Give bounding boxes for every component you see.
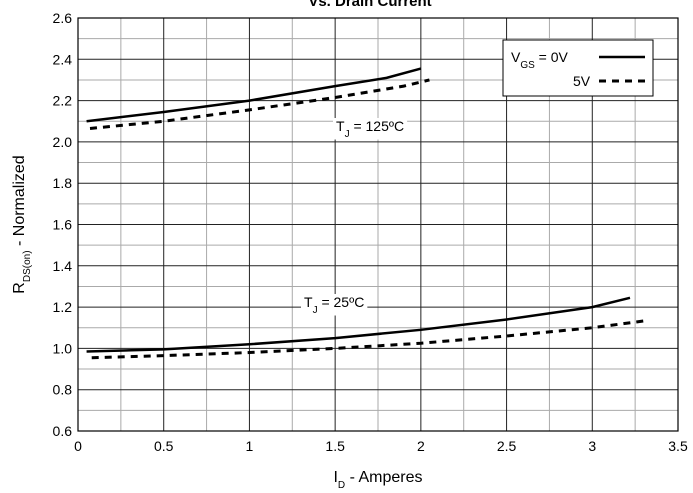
x-axis-label: ID - Amperes [333, 469, 422, 491]
series-line [86, 296, 631, 353]
x-tick-label: 1.5 [325, 438, 345, 454]
y-axis-label: RDS(on) - Normalized [11, 155, 33, 293]
annotation-sub: J [345, 129, 350, 140]
legend-entry: = 0V [535, 49, 569, 65]
annotation-main: T [304, 294, 313, 310]
x-axis-label-main: I [333, 469, 337, 486]
legend-entry: 5V [573, 73, 591, 89]
x-tick-label: 0.5 [154, 438, 174, 454]
y-tick-label: 2.0 [53, 134, 73, 150]
annotation-rest: = 125ºC [350, 118, 405, 134]
legend-prefix-sub: GS [520, 60, 535, 71]
x-tick-label: 0 [74, 438, 82, 454]
chart-title: Vs. Drain Current [308, 0, 431, 10]
y-tick-label: 1.0 [53, 340, 73, 356]
y-tick-label: 0.6 [53, 423, 73, 439]
x-tick-label: 3 [588, 438, 596, 454]
x-tick-label: 2.5 [497, 438, 517, 454]
annotation-bg [301, 294, 368, 316]
series-line [86, 67, 422, 123]
annotation: TJ = 125ºC [336, 118, 404, 140]
legend-prefix: V [511, 49, 521, 65]
y-tick-label: 2.2 [53, 93, 73, 109]
x-tick-label: 1 [246, 438, 254, 454]
annotation: TJ = 25ºC [304, 294, 364, 316]
x-tick-label: 3.5 [668, 438, 688, 454]
y-tick-label: 2.4 [53, 51, 73, 67]
x-axis-label-sub: D [338, 480, 345, 491]
y-tick-label: 1.2 [53, 299, 73, 315]
y-tick-label: 1.4 [53, 258, 73, 274]
y-tick-label: 1.8 [53, 175, 73, 191]
legend-label: VGS = 0V [511, 49, 569, 71]
annotation-rest: = 25ºC [318, 294, 365, 310]
plot-frame [77, 17, 679, 432]
annotation-bg [333, 118, 408, 140]
annotation-main: T [336, 118, 345, 134]
annotation-sub: J [313, 305, 318, 316]
y-tick-label: 2.6 [53, 10, 73, 26]
series-line [91, 319, 648, 360]
x-axis-label-rest: - Amperes [345, 469, 422, 486]
y-axis-label-sub: DS(on) [22, 250, 33, 282]
x-tick-label: 2 [417, 438, 425, 454]
y-tick-label: 1.6 [53, 217, 73, 233]
y-axis-label-rest: - Normalized [11, 155, 28, 250]
y-tick-label: 0.8 [53, 382, 73, 398]
legend-box [502, 39, 654, 97]
y-axis-label-main: R [11, 282, 28, 294]
